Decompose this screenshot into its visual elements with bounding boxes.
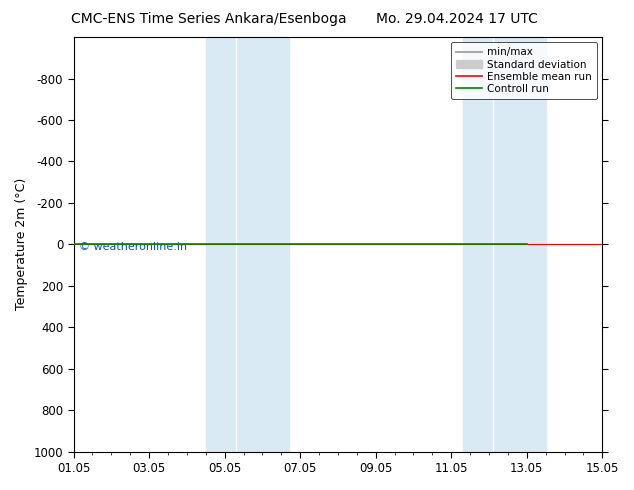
Text: CMC-ENS Time Series Ankara/Esenboga: CMC-ENS Time Series Ankara/Esenboga	[72, 12, 347, 26]
Bar	[206, 37, 289, 452]
Text: Mo. 29.04.2024 17 UTC: Mo. 29.04.2024 17 UTC	[375, 12, 538, 26]
Bar	[463, 37, 546, 452]
Text: © weatheronline.in: © weatheronline.in	[79, 242, 187, 252]
Legend: min/max, Standard deviation, Ensemble mean run, Controll run: min/max, Standard deviation, Ensemble me…	[451, 42, 597, 99]
Y-axis label: Temperature 2m (°C): Temperature 2m (°C)	[15, 178, 28, 311]
